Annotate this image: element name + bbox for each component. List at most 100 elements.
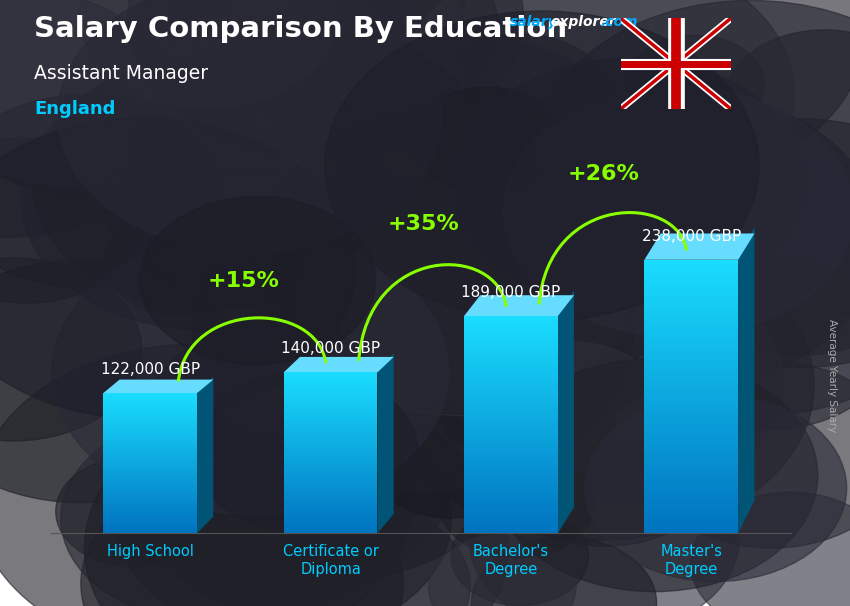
Bar <box>104 419 197 421</box>
Circle shape <box>136 302 525 581</box>
Bar <box>464 454 558 458</box>
Bar <box>284 458 377 461</box>
Bar <box>644 347 738 351</box>
Circle shape <box>139 196 376 365</box>
Bar <box>284 388 377 391</box>
Circle shape <box>537 1 850 305</box>
Circle shape <box>711 159 850 317</box>
Bar <box>104 402 197 405</box>
Bar <box>644 310 738 315</box>
Circle shape <box>724 30 850 173</box>
Circle shape <box>393 238 588 378</box>
Circle shape <box>133 28 490 282</box>
Bar <box>104 489 197 491</box>
Bar <box>464 486 558 490</box>
Text: Average Yearly Salary: Average Yearly Salary <box>827 319 837 432</box>
Bar <box>644 387 738 392</box>
Bar <box>104 444 197 447</box>
Bar <box>644 479 738 483</box>
Bar <box>104 438 197 440</box>
Bar <box>284 522 377 525</box>
Bar <box>284 498 377 501</box>
Bar <box>104 405 197 407</box>
Bar <box>284 437 377 439</box>
Circle shape <box>185 0 464 110</box>
Bar <box>464 447 558 450</box>
Bar <box>104 447 197 449</box>
Bar <box>104 508 197 510</box>
Bar <box>644 291 738 296</box>
Bar <box>104 407 197 410</box>
Text: England: England <box>34 100 116 118</box>
Bar <box>284 514 377 517</box>
Bar <box>284 509 377 512</box>
Text: +26%: +26% <box>568 164 640 184</box>
Circle shape <box>428 535 576 606</box>
Bar <box>104 498 197 501</box>
Circle shape <box>104 210 250 314</box>
Circle shape <box>469 442 740 606</box>
Circle shape <box>491 359 818 591</box>
Bar <box>104 449 197 451</box>
Polygon shape <box>558 290 574 533</box>
Bar <box>284 421 377 424</box>
Bar <box>284 512 377 514</box>
Bar <box>284 431 377 434</box>
Bar <box>464 428 558 432</box>
Circle shape <box>280 188 628 436</box>
Bar <box>104 433 197 435</box>
Circle shape <box>439 447 594 558</box>
Bar <box>464 490 558 493</box>
Bar <box>464 436 558 439</box>
Text: Assistant Manager: Assistant Manager <box>34 64 208 82</box>
Bar <box>284 405 377 407</box>
Bar <box>284 434 377 437</box>
Bar <box>644 328 738 333</box>
Bar <box>104 514 197 517</box>
Bar <box>104 398 197 400</box>
Bar <box>644 269 738 273</box>
Bar <box>104 430 197 433</box>
Bar <box>104 414 197 416</box>
Bar <box>644 451 738 456</box>
Bar <box>644 515 738 519</box>
Bar <box>644 424 738 428</box>
Bar <box>464 511 558 515</box>
Bar <box>284 493 377 496</box>
Bar <box>464 320 558 323</box>
Bar <box>464 363 558 367</box>
Bar <box>644 483 738 488</box>
Circle shape <box>649 256 850 430</box>
Bar <box>284 477 377 479</box>
Bar <box>104 428 197 430</box>
Bar <box>644 360 738 365</box>
Bar <box>464 367 558 370</box>
Bar <box>644 324 738 328</box>
Circle shape <box>158 171 337 299</box>
Bar <box>644 506 738 510</box>
Circle shape <box>169 0 405 118</box>
Bar <box>464 501 558 504</box>
Bar <box>104 426 197 428</box>
Bar <box>104 424 197 426</box>
Bar <box>104 505 197 508</box>
Bar <box>464 378 558 381</box>
Bar <box>644 519 738 524</box>
Bar <box>284 456 377 458</box>
Circle shape <box>582 159 744 275</box>
Bar <box>464 508 558 511</box>
Bar <box>464 407 558 410</box>
Circle shape <box>396 0 794 235</box>
Circle shape <box>585 395 847 582</box>
Bar <box>104 526 197 528</box>
Bar <box>104 528 197 531</box>
Bar <box>104 482 197 484</box>
Text: Salary Comparison By Education: Salary Comparison By Education <box>34 15 567 43</box>
Circle shape <box>626 35 764 134</box>
Bar <box>104 463 197 465</box>
Bar <box>644 392 738 396</box>
Circle shape <box>0 0 298 190</box>
Bar <box>464 396 558 399</box>
Text: explorer: explorer <box>551 15 616 29</box>
Bar <box>644 428 738 433</box>
